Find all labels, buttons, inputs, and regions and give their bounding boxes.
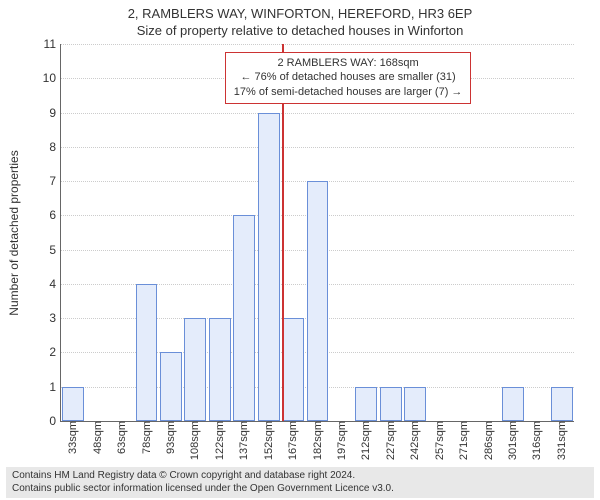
y-tick: 9 bbox=[49, 106, 56, 120]
chart-title-line1: 2, RAMBLERS WAY, WINFORTON, HEREFORD, HR… bbox=[0, 0, 600, 21]
y-tick: 10 bbox=[43, 71, 56, 85]
bar bbox=[502, 387, 524, 421]
gridline bbox=[61, 147, 574, 148]
gridline bbox=[61, 44, 574, 45]
bar bbox=[62, 387, 84, 421]
x-tick-labels: 33sqm 48sqm 63sqm 78sqm 93sqm 108sqm 122sqm 137… bbox=[61, 421, 574, 469]
x-tick: 33sqm bbox=[67, 421, 79, 454]
x-tick: 108sqm bbox=[189, 421, 201, 460]
y-tick: 2 bbox=[49, 345, 56, 359]
y-tick: 5 bbox=[49, 243, 56, 257]
y-tick: 11 bbox=[44, 37, 56, 51]
bar bbox=[233, 215, 255, 421]
x-tick: 316sqm bbox=[531, 421, 543, 460]
y-axis-label: Number of detached properties bbox=[7, 150, 21, 315]
x-tick: 63sqm bbox=[116, 421, 128, 454]
y-tick: 4 bbox=[49, 277, 56, 291]
plot-area: 33sqm48sqm63sqm78sqm93sqm108sqm122sqm137… bbox=[60, 44, 574, 422]
x-tick: 122sqm bbox=[214, 421, 226, 460]
plot-container: Number of detached properties 0123456789… bbox=[22, 44, 582, 422]
bar bbox=[307, 181, 329, 421]
x-tick: 242sqm bbox=[409, 421, 421, 460]
y-tick: 7 bbox=[49, 174, 56, 188]
footer-line1: Contains HM Land Registry data © Crown c… bbox=[12, 470, 588, 483]
x-tick: 212sqm bbox=[360, 421, 372, 460]
x-tick: 271sqm bbox=[458, 421, 470, 460]
bar bbox=[184, 318, 206, 421]
y-tick: 8 bbox=[49, 140, 56, 154]
annotation-line2: ← 76% of detached houses are smaller (31… bbox=[234, 70, 463, 85]
bar bbox=[551, 387, 573, 421]
y-tick: 6 bbox=[49, 208, 56, 222]
footer: Contains HM Land Registry data © Crown c… bbox=[6, 467, 594, 498]
x-tick: 167sqm bbox=[287, 421, 299, 460]
bar bbox=[136, 284, 158, 421]
bar bbox=[209, 318, 231, 421]
x-tick: 78sqm bbox=[141, 421, 153, 454]
y-tick-labels: 01234567891011 bbox=[32, 44, 56, 422]
chart-title-line2: Size of property relative to detached ho… bbox=[0, 21, 600, 42]
y-tick: 0 bbox=[49, 414, 56, 428]
x-tick: 197sqm bbox=[336, 421, 348, 460]
x-tick: 93sqm bbox=[165, 421, 177, 454]
x-tick: 286sqm bbox=[483, 421, 495, 460]
x-tick: 227sqm bbox=[385, 421, 397, 460]
annotation-box: 2 RAMBLERS WAY: 168sqm← 76% of detached … bbox=[225, 52, 472, 105]
annotation-line3: 17% of semi-detached houses are larger (… bbox=[234, 85, 463, 100]
x-tick: 152sqm bbox=[263, 421, 275, 460]
x-tick: 182sqm bbox=[312, 421, 324, 460]
property-size-chart: 2, RAMBLERS WAY, WINFORTON, HEREFORD, HR… bbox=[0, 0, 600, 500]
bar bbox=[258, 113, 280, 421]
bar bbox=[282, 318, 304, 421]
x-tick: 301sqm bbox=[507, 421, 519, 460]
bar bbox=[355, 387, 377, 421]
bar bbox=[160, 352, 182, 421]
bar bbox=[404, 387, 426, 421]
y-tick: 1 bbox=[49, 380, 56, 394]
bar bbox=[380, 387, 402, 421]
x-tick: 48sqm bbox=[92, 421, 104, 454]
x-tick: 137sqm bbox=[238, 421, 250, 460]
x-tick: 331sqm bbox=[556, 421, 568, 460]
annotation-line1: 2 RAMBLERS WAY: 168sqm bbox=[234, 56, 463, 71]
footer-line2: Contains public sector information licen… bbox=[12, 483, 588, 496]
x-tick: 257sqm bbox=[434, 421, 446, 460]
y-tick: 3 bbox=[49, 311, 56, 325]
gridline bbox=[61, 113, 574, 114]
